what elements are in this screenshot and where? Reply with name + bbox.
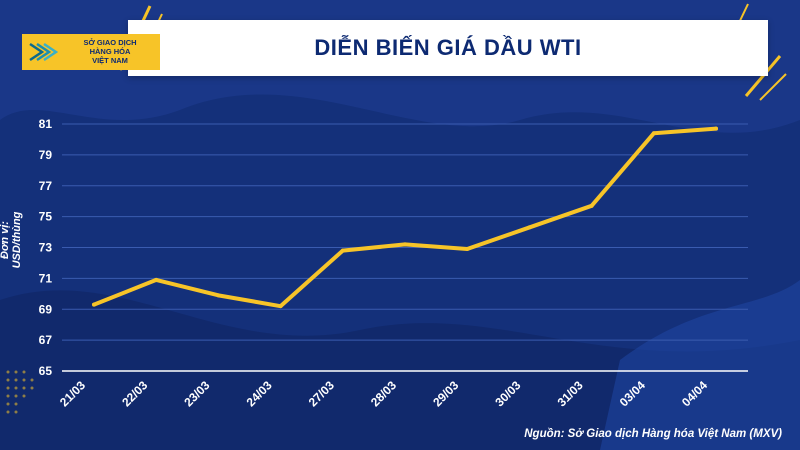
source-note: Nguồn: Sở Giao dịch Hàng hóa Việt Nam (M… [524,428,782,440]
y-tick-label: 69 [39,302,53,316]
y-tick-label: 81 [39,117,53,131]
y-tick-label: 73 [39,241,53,255]
y-tick-label: 77 [39,179,53,193]
logo-line: VIỆT NAM [92,56,128,65]
exchange-logo-icon [29,42,58,62]
x-tick-labels: 21/03 22/03 23/03 24/03 27/03 28/03 29/03 30/03… [57,378,710,409]
x-tick-label: 03/04 [617,378,648,409]
title-banner: DIỄN BIẾN GIÁ DẦU WTI [128,20,768,76]
data-point [714,126,718,131]
chart-title: DIỄN BIẾN GIÁ DẦU WTI [314,35,582,60]
x-tick-label: 31/03 [555,378,586,409]
x-tick-label: 27/03 [306,378,337,409]
y-tick-label: 65 [39,364,53,378]
x-tick-label: 24/03 [244,378,275,409]
data-point [527,225,532,230]
y-tick-label: 79 [39,148,53,162]
x-tick-label: 23/03 [181,378,212,409]
data-point [465,247,470,252]
data-point [278,304,283,309]
brand-logo: SỞ GIAO DỊCH HÀNG HÓA VIỆT NAM [22,34,160,70]
data-point [154,277,159,282]
logo-text: SỞ GIAO DỊCH HÀNG HÓA VIỆT NAM [62,38,158,65]
logo-line: HÀNG HÓA [89,47,131,56]
logo-line: SỞ GIAO DỊCH [83,38,137,47]
data-point [92,302,96,307]
y-tick-label: 71 [39,271,53,285]
series-layer [92,126,718,309]
x-tick-label: 29/03 [430,378,461,409]
data-point [651,131,656,136]
data-point [589,203,594,208]
x-tick-label: 30/03 [492,378,523,409]
gridlines [62,123,748,372]
y-tick-label: 67 [39,333,53,347]
data-point [340,248,345,253]
y-tick-labels: 65 67 69 71 73 75 77 79 81 [39,117,53,378]
data-point [403,242,407,247]
y-tick-label: 75 [39,210,53,224]
x-tick-label: 28/03 [368,378,399,409]
x-tick-label: 22/03 [119,378,150,409]
data-point [216,293,221,298]
x-tick-label: 21/03 [57,378,88,409]
x-tick-label: 04/04 [679,378,710,409]
